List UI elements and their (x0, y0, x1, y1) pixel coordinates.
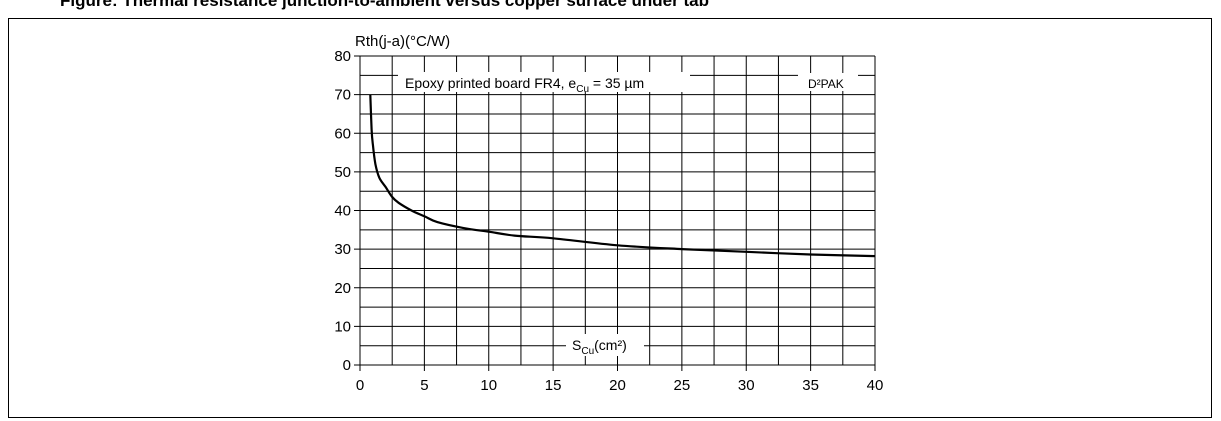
x-tick-label: 20 (609, 377, 626, 394)
x-tick-label: 25 (674, 377, 691, 394)
y-tick-label: 80 (334, 48, 351, 65)
y-tick-label: 10 (334, 318, 351, 335)
y-tick-label: 30 (334, 241, 351, 258)
y-tick-label: 50 (334, 164, 351, 181)
x-tick-label: 40 (867, 377, 884, 394)
y-tick-label: 20 (334, 280, 351, 297)
figure-caption-text: Figure: Thermal resistance junction-to-a… (60, 0, 709, 10)
y-tick-label: 0 (343, 357, 351, 374)
x-axis-label: SCu(cm²) (572, 337, 627, 357)
y-tick-label: 70 (334, 87, 351, 104)
x-tick-label: 15 (545, 377, 562, 394)
x-axis-label-box: SCu(cm²) (566, 334, 644, 357)
x-tick-label: 5 (420, 377, 428, 394)
figure-caption: Figure: Thermal resistance junction-to-a… (0, 0, 1221, 12)
x-tick-label: 35 (802, 377, 819, 394)
x-tick-label: 10 (480, 377, 497, 394)
x-tick-label: 30 (738, 377, 755, 394)
annotation-box: Epoxy printed board FR4, eCu = 35 µm (398, 72, 690, 95)
y-tick-label: 40 (334, 203, 351, 220)
y-axis-label: Rth(j-a)(°C/W) (355, 33, 450, 50)
x-tick-label: 0 (356, 377, 364, 394)
package-label: D²PAK (808, 77, 844, 91)
tick-labels: 0 10 20 30 40 50 60 70 80 0 5 10 15 20 25 30 35 40 (334, 48, 883, 394)
package-label-box: D²PAK (798, 73, 858, 91)
grid (354, 55, 876, 371)
rth-curve (369, 94, 876, 258)
y-tick-label: 60 (334, 125, 351, 142)
annotation-text: Epoxy printed board FR4, eCu = 35 µm (405, 75, 644, 95)
figure-frame (8, 18, 1212, 418)
